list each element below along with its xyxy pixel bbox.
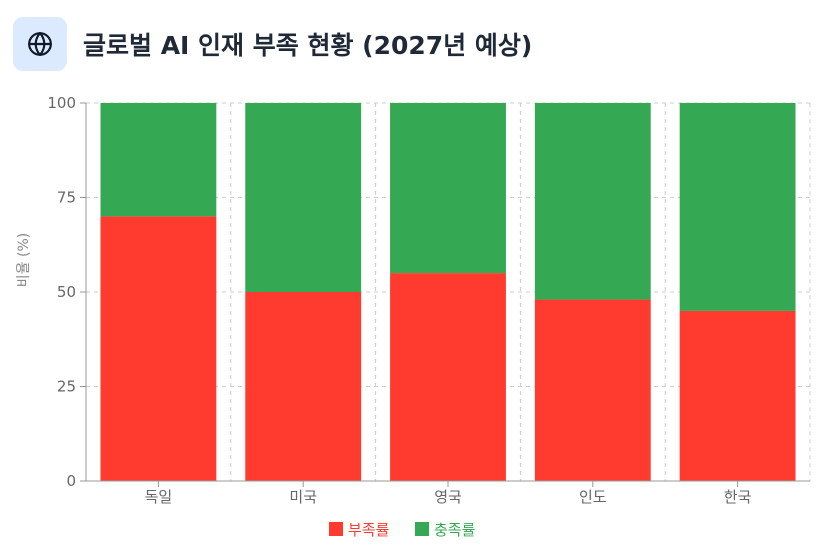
x-tick-label: 한국 [724,488,752,506]
bar-부족률-한국 [679,310,796,481]
chart-header: 글로벌 AI 인재 부족 현황 (2027년 예상) [13,17,532,71]
bar-충족률-미국 [245,103,362,292]
y-tick-label: 25 [57,378,76,396]
axes: 0 25 50 75 100 독일 미국 영국 인도 한국 [47,94,810,506]
bar-부족률-미국 [245,292,362,481]
bar-충족률-인도 [534,103,651,300]
y-tick-label: 0 [66,472,76,490]
x-tick-label: 독일 [145,488,173,506]
legend: 부족률 충족률 [329,521,476,539]
bar-충족률-한국 [679,103,796,311]
y-tick-label: 75 [57,189,76,207]
bar-부족률-인도 [534,299,651,481]
bars [100,103,796,481]
y-tick-label: 100 [47,94,76,112]
bar-충족률-영국 [390,103,506,274]
y-tick-label: 50 [57,283,76,301]
page-title: 글로벌 AI 인재 부족 현황 (2027년 예상) [83,31,533,60]
legend-label-부족률: 부족률 [348,521,390,539]
bar-부족률-영국 [390,273,506,481]
x-tick-label: 영국 [434,488,462,506]
y-axis-title: 비율 (%) [16,233,32,287]
legend-swatch-부족률 [329,522,343,536]
x-tick-label: 미국 [289,488,317,506]
legend-label-충족률: 충족률 [434,521,476,539]
globe-icon [13,17,67,71]
bar-충족률-독일 [100,103,217,217]
bar-부족률-독일 [100,216,217,481]
legend-swatch-충족률 [415,522,429,536]
x-tick-label: 인도 [579,488,607,506]
